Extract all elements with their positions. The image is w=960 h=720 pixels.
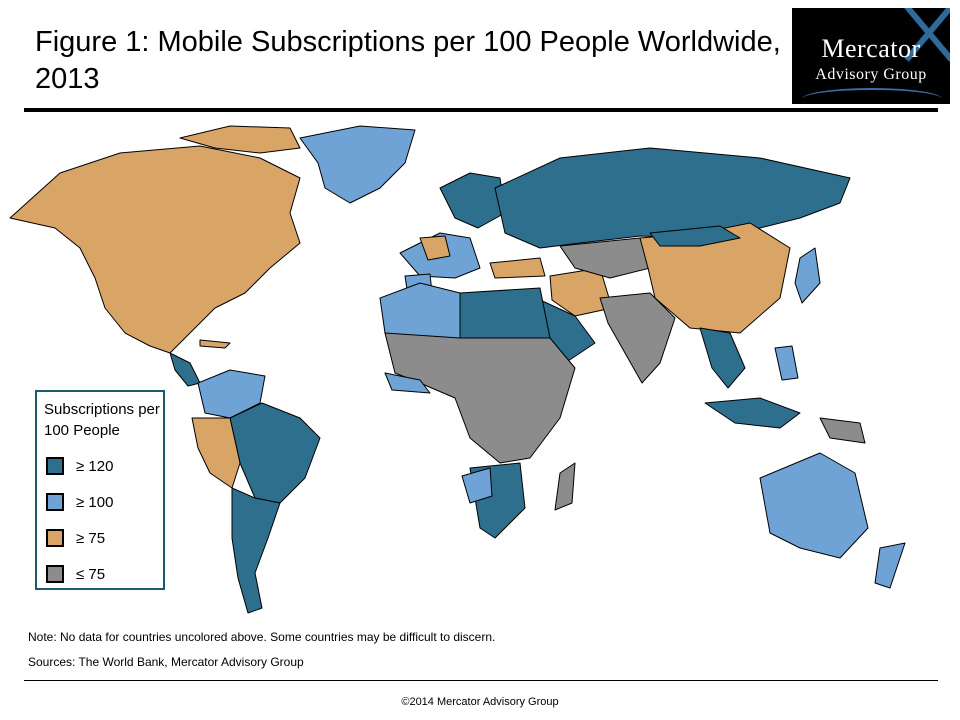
legend-item: ≥ 120 [46, 456, 113, 476]
page-title: Figure 1: Mobile Subscriptions per 100 P… [35, 26, 781, 95]
region-france [419, 235, 451, 261]
region-russia [494, 147, 851, 249]
region-colombia-venezuela [197, 369, 266, 419]
legend-item: ≥ 100 [46, 492, 113, 512]
region-madagascar [554, 462, 576, 511]
region-brazil [229, 402, 321, 504]
copyright-text: ©2014 Mercator Advisory Group [401, 696, 559, 708]
legend-swatch [46, 529, 64, 547]
legend-label: ≥ 100 [76, 493, 114, 511]
region-mongolia [649, 225, 741, 247]
region-scandinavia [439, 172, 506, 229]
region-philippines [774, 345, 799, 381]
region-central-america [169, 352, 201, 387]
logo-subtitle: Advisory Group [815, 66, 927, 83]
mercator-logo: Mercator Advisory Group [792, 8, 950, 104]
legend-label: ≤ 75 [76, 565, 106, 583]
region-new-zealand [874, 542, 906, 589]
region-japan [794, 247, 821, 304]
map-note: Note: No data for countries uncolored ab… [28, 630, 496, 644]
legend-swatch [46, 493, 64, 511]
legend-swatch [46, 565, 64, 583]
region-indonesia [704, 397, 801, 429]
region-arctic-islands [179, 125, 301, 154]
legend-label: ≥ 75 [76, 529, 106, 547]
legend-label: ≥ 120 [76, 457, 114, 475]
legend-item: ≤ 75 [46, 564, 105, 584]
region-subsaharan-africa [384, 332, 576, 464]
logo-name: Mercator [821, 34, 921, 63]
region-central-asia [559, 237, 651, 279]
legend-item: ≥ 75 [46, 528, 105, 548]
region-cuba [199, 339, 231, 349]
region-west-africa [384, 372, 431, 394]
region-papua [819, 417, 866, 444]
map-legend: Subscriptions per 100 People ≥ 120 ≥ 100… [35, 390, 165, 590]
title-divider [24, 108, 938, 112]
region-southern-cone [231, 487, 281, 614]
region-australia [759, 452, 869, 559]
legend-swatch [46, 457, 64, 475]
logo-swoosh-icon [802, 88, 942, 104]
region-peru-bolivia [191, 417, 241, 489]
region-north-america [9, 145, 301, 354]
map-sources: Sources: The World Bank, Mercator Adviso… [28, 655, 304, 669]
region-china [639, 222, 791, 334]
legend-title: Subscriptions per 100 People [44, 401, 160, 439]
region-greenland [299, 125, 416, 204]
region-india [599, 292, 676, 384]
footer-divider [24, 680, 938, 681]
region-botswana [461, 467, 493, 504]
region-turkey [489, 257, 546, 279]
world-map [9, 125, 906, 614]
region-southeast-asia [699, 327, 746, 389]
